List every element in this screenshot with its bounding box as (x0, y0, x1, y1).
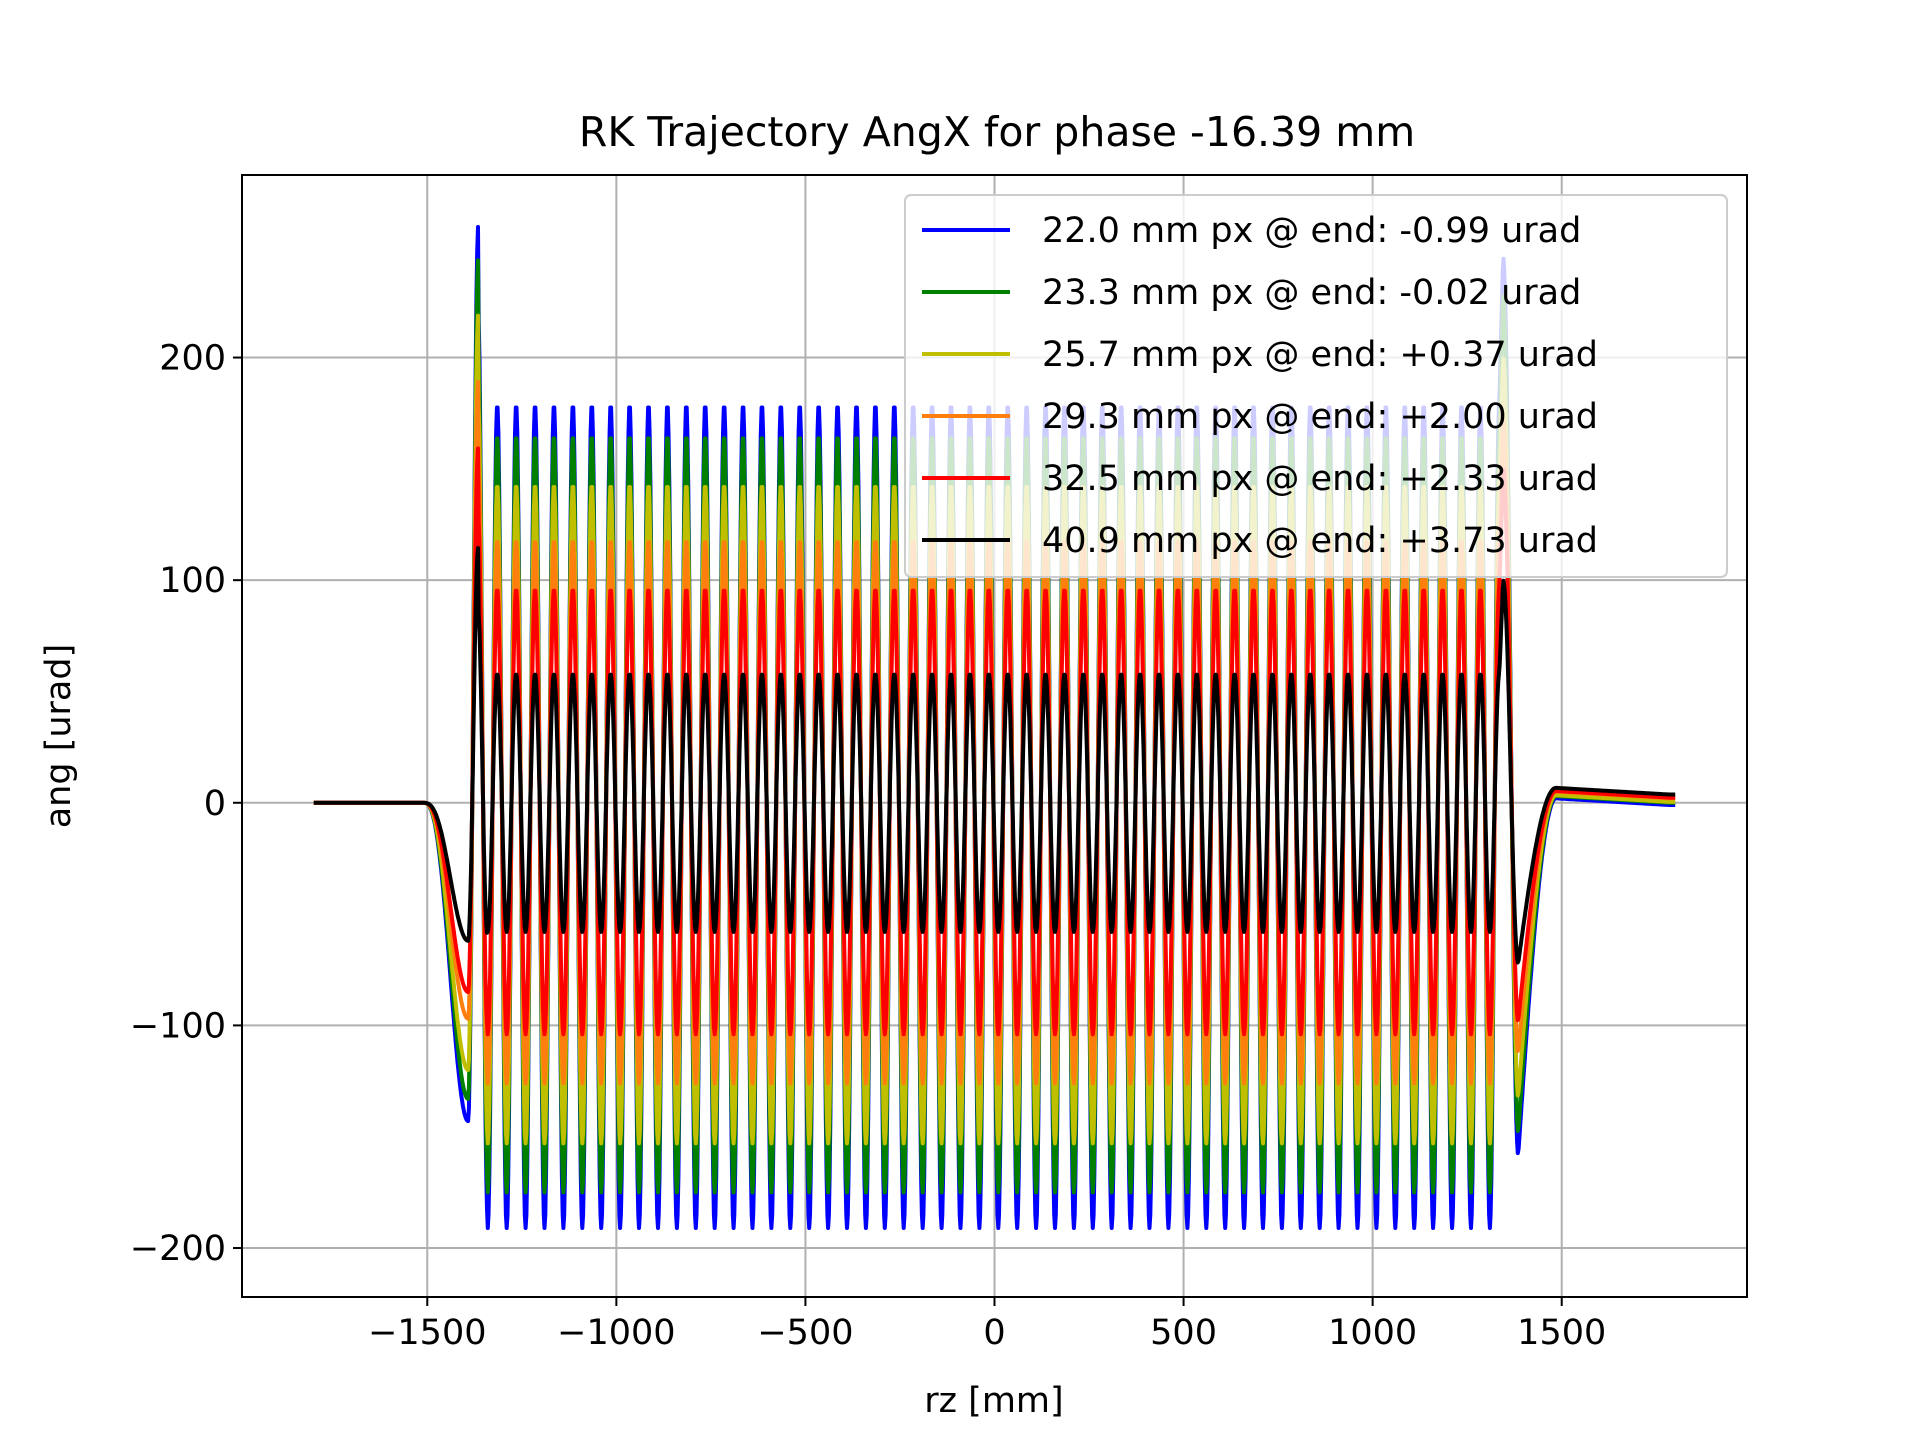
x-tick-label: −1000 (557, 1313, 675, 1353)
y-tick-label: 200 (159, 339, 226, 379)
x-axis: −1500 −1000 −500 0 500 1000 1500 (368, 1297, 1606, 1353)
chart-title: RK Trajectory AngX for phase -16.39 mm (579, 108, 1415, 156)
x-axis-label: rz [mm] (924, 1381, 1063, 1421)
x-tick-label: −500 (757, 1313, 853, 1353)
y-tick-label: −200 (130, 1229, 226, 1269)
legend-entry: 32.5 mm px @ end: +2.33 urad (1042, 459, 1598, 499)
y-tick-label: −100 (130, 1006, 226, 1046)
legend-box (904, 194, 1728, 578)
x-tick-label: −1500 (368, 1313, 486, 1353)
legend: 22.0 mm px @ end: -0.99 urad 23.3 mm px @… (904, 194, 1728, 578)
legend-entry: 29.3 mm px @ end: +2.00 urad (1042, 397, 1598, 437)
y-tick-label: 100 (159, 561, 226, 601)
legend-entry: 25.7 mm px @ end: +0.37 urad (1042, 335, 1598, 375)
y-tick-label: 0 (204, 784, 226, 824)
series-layer (312, 225, 1677, 1230)
y-axis: −200 −100 0 100 200 (130, 339, 242, 1269)
x-tick-label: 500 (1150, 1313, 1217, 1353)
legend-entry: 22.0 mm px @ end: -0.99 urad (1042, 211, 1581, 251)
x-tick-label: 1500 (1517, 1313, 1606, 1353)
series-line (312, 546, 1677, 965)
legend-entry: 40.9 mm px @ end: +3.73 urad (1042, 521, 1598, 561)
legend-entry: 23.3 mm px @ end: -0.02 urad (1042, 273, 1581, 313)
y-axis-label: ang [urad] (39, 644, 79, 829)
x-tick-label: 0 (983, 1313, 1005, 1353)
x-tick-label: 1000 (1328, 1313, 1417, 1353)
